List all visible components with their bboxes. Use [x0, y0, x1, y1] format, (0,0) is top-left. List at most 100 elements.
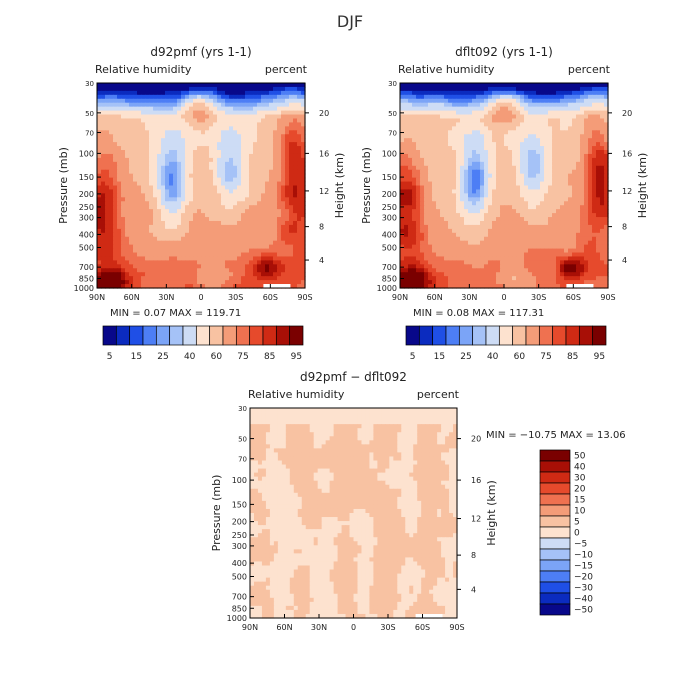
colorbar-swatch — [418, 325, 434, 346]
y-tick-label: 200 — [232, 518, 247, 527]
colorbar-label: 75 — [237, 352, 248, 362]
x-tick-label: 60N — [124, 293, 140, 302]
y-tick-label: 700 — [232, 593, 247, 602]
y-tick-label: 50 — [388, 110, 397, 118]
y-tick-label: 1000 — [74, 284, 94, 293]
colorbar-swatch — [512, 325, 527, 346]
height-tick-label: 8 — [471, 551, 476, 560]
height-axis-label: Height (km) — [485, 480, 498, 546]
colorbar-swatch — [235, 325, 251, 346]
y-tick-label: 700 — [79, 263, 94, 272]
panel-3: d92pmf − dflt092 Relative humidity percent… — [210, 370, 626, 632]
height-axis-label: Height (km) — [333, 153, 346, 219]
colorbar-label: 75 — [540, 352, 551, 362]
colorbar-label: 25 — [460, 352, 471, 362]
colorbar-swatch — [262, 325, 277, 346]
colorbar-label: −40 — [574, 595, 593, 605]
x-tick-label: 0 — [351, 623, 356, 632]
colorbar-label: 40 — [184, 352, 196, 362]
panel-subtitle-right: percent — [417, 388, 460, 401]
missing-data-notch — [415, 614, 443, 618]
y-axis-label: Pressure (mb) — [360, 147, 373, 224]
y-tick-label: 100 — [232, 476, 247, 485]
colorbar-swatch — [195, 325, 211, 346]
colorbar-label: 5 — [107, 352, 113, 362]
colorbar-swatch — [539, 504, 571, 517]
y-tick-label: 70 — [388, 130, 397, 138]
x-tick-label: 0 — [198, 293, 203, 302]
colorbar-swatch — [142, 325, 157, 346]
colorbar-label: −30 — [574, 584, 593, 594]
field-shading — [97, 83, 306, 289]
colorbar-label: 95 — [291, 352, 302, 362]
x-tick-label: 60S — [415, 623, 430, 632]
colorbar-swatch — [539, 515, 571, 528]
colorbar-label: 20 — [574, 485, 586, 495]
y-tick-label: 400 — [232, 559, 247, 568]
x-tick-label: 90S — [449, 623, 464, 632]
colorbar-label: 5 — [410, 352, 416, 362]
colorbar-swatch — [539, 559, 571, 572]
colorbar-swatch — [538, 325, 554, 346]
height-tick-label: 4 — [319, 256, 324, 265]
x-tick-label: 90S — [297, 293, 312, 302]
y-tick-label: 700 — [382, 263, 397, 272]
y-tick-label: 300 — [79, 214, 94, 223]
colorbar-swatch — [129, 325, 144, 346]
colorbar-swatch — [539, 526, 571, 539]
colorbar-label: 15 — [131, 352, 142, 362]
y-tick-label: 300 — [382, 214, 397, 223]
colorbar-swatch — [115, 325, 131, 346]
colorbar-swatch — [539, 493, 571, 506]
height-tick-label: 12 — [471, 515, 481, 524]
colorbar-label: −5 — [574, 540, 587, 550]
colorbar-label: 25 — [157, 352, 168, 362]
x-axis: 90N 60N 30N 0 30S 60S 90S — [89, 284, 313, 302]
colorbar-swatch — [539, 603, 571, 616]
panels: d92pmf (yrs 1-1) Relative humidity percent… — [57, 45, 649, 632]
colorbar-label: 50 — [574, 452, 586, 462]
x-tick-label: 60S — [566, 293, 581, 302]
x-tick-label: 90N — [242, 623, 258, 632]
y-tick-label: 150 — [79, 173, 94, 182]
colorbar-label: 15 — [574, 496, 585, 506]
colorbar-swatch — [539, 548, 571, 561]
x-tick-label: 30N — [158, 293, 174, 302]
y-tick-label: 70 — [238, 456, 247, 464]
x-tick-label: 30S — [531, 293, 546, 302]
colorbar-swatch — [539, 537, 571, 550]
y-tick-label: 100 — [79, 149, 94, 158]
colorbar-label: 85 — [567, 352, 578, 362]
x-tick-label: 90N — [392, 293, 408, 302]
height-tick-label: 20 — [319, 109, 329, 118]
colorbar-swatch — [155, 325, 171, 346]
panel-title: dflt092 (yrs 1-1) — [455, 45, 553, 59]
y-tick-label: 400 — [382, 230, 397, 239]
x-tick-label: 60N — [276, 623, 292, 632]
y-tick-label: 70 — [85, 130, 94, 138]
x-axis: 90N 60N 30N 0 30S 60S 90S — [392, 284, 616, 302]
colorbar-label: 40 — [487, 352, 499, 362]
y-tick-label: 850 — [232, 604, 247, 613]
y-tick-label: 850 — [79, 274, 94, 283]
height-tick-label: 16 — [622, 149, 632, 158]
y-axis-label: Pressure (mb) — [210, 475, 223, 552]
colorbar-swatch — [249, 325, 264, 346]
y-tick-label: 250 — [79, 203, 94, 212]
height-tick-label: 4 — [622, 256, 627, 265]
y-tick-label: 850 — [382, 274, 397, 283]
colorbar-swatch — [182, 325, 197, 346]
x-tick-label: 30N — [461, 293, 477, 302]
y-tick-label: 100 — [382, 149, 397, 158]
colorbar-swatch — [432, 325, 447, 346]
x-tick-label: 90S — [600, 293, 615, 302]
colorbar-swatch — [565, 325, 580, 346]
colorbar: 5 15 25 40 60 75 85 95 — [102, 325, 304, 362]
height-tick-label: 20 — [622, 109, 632, 118]
field-shading — [250, 408, 458, 619]
panel-title: d92pmf − dflt092 — [300, 370, 407, 384]
height-tick-label: 20 — [471, 435, 481, 444]
